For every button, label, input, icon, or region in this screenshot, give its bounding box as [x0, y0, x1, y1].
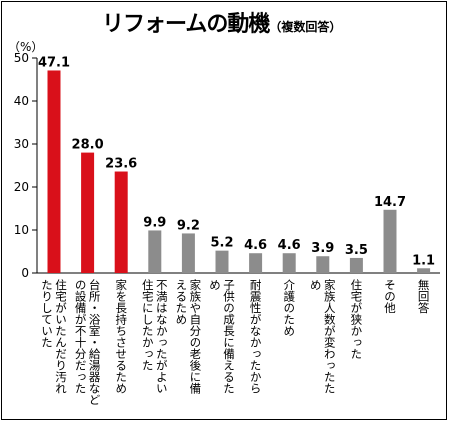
category-label: 台所・浴室・給湯器など: [88, 278, 102, 405]
bar-value-label: 9.2: [177, 218, 200, 233]
title-sub: （複数回答）: [269, 20, 342, 34]
category-label: め: [208, 279, 222, 291]
category-label: たりしていた: [40, 279, 54, 348]
chart-title: リフォームの動機（複数回答）: [102, 6, 341, 38]
bar-value-label: 14.7: [374, 195, 406, 210]
bar: [383, 209, 397, 273]
bar-value-label: 4.6: [244, 238, 267, 253]
bar: [181, 233, 195, 273]
bar: [349, 257, 363, 273]
bar-value-label: 5.2: [210, 236, 233, 251]
category-label: えるため: [174, 279, 188, 325]
y-tick-label: 0: [21, 266, 29, 280]
category-label: 住宅がいたんだり汚れ: [54, 278, 68, 394]
bar: [81, 152, 95, 273]
y-axis-unit: （%）: [8, 40, 44, 54]
bar-value-label: 9.9: [143, 215, 166, 230]
y-tick-label: 40: [14, 94, 29, 108]
bar: [215, 250, 229, 273]
bar: [282, 253, 296, 273]
category-label: その他: [383, 279, 397, 314]
bar: [114, 171, 128, 273]
category-label: 無回答: [417, 278, 431, 314]
bar-value-label: 3.5: [345, 243, 368, 258]
bar-value-label: 28.0: [72, 138, 104, 153]
category-label: 不満はなかったがよい: [155, 279, 169, 394]
bar: [47, 70, 61, 273]
title-main: リフォームの動機: [102, 12, 270, 37]
bar-value-label: 47.1: [38, 55, 70, 70]
category-label: 家族や自分の老後に備: [188, 278, 202, 395]
y-tick-label: 30: [14, 137, 29, 151]
bar-value-label: 3.9: [311, 241, 334, 256]
bar: [249, 253, 263, 273]
y-tick-label: 20: [14, 180, 29, 194]
category-label: 子供の成長に備えるた: [222, 279, 236, 394]
category-label: 家族人数が変わったた: [323, 278, 337, 394]
category-label: 介護のため: [282, 279, 296, 337]
bar-value-label: 1.1: [412, 253, 435, 268]
category-label: 家を長持ちさせるため: [114, 278, 128, 394]
category-label: 耐震性がなかったから: [249, 279, 263, 394]
category-label: の設備が不十分だった: [74, 279, 88, 394]
category-label: 住宅が狭かった: [349, 278, 363, 359]
category-label: め: [309, 279, 323, 291]
category-label: 住宅にしたかった: [141, 278, 155, 371]
bar: [316, 256, 330, 273]
bar-value-label: 4.6: [278, 238, 301, 253]
y-tick-label: 10: [14, 223, 29, 237]
bar: [417, 268, 431, 273]
bar: [148, 230, 162, 273]
bar-value-label: 23.6: [105, 157, 137, 172]
y-tick-label: 50: [14, 51, 29, 65]
